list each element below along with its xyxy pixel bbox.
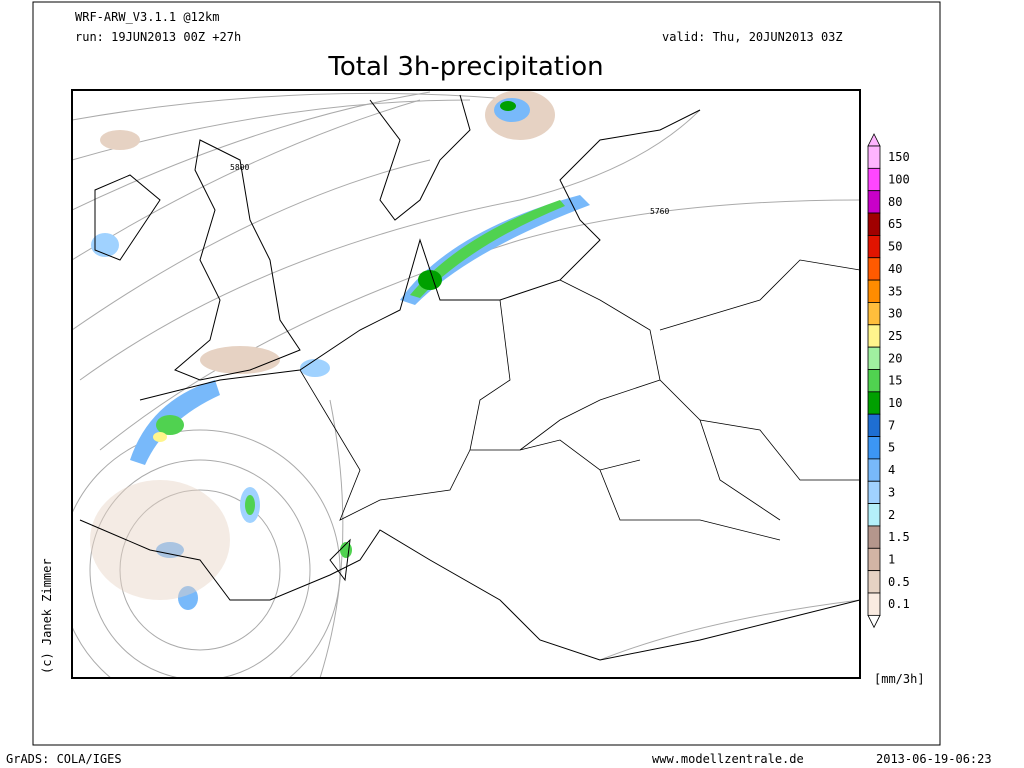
valid-label: valid: Thu, 20JUN2013 03Z [662,30,843,44]
legend-label: 0.5 [888,575,910,589]
legend-swatch [867,413,881,437]
legend-arrow-bottom [867,614,881,629]
legend-label: 15 [888,374,902,388]
legend-label: 25 [888,329,902,343]
legend-swatch [867,145,881,169]
legend-label: 50 [888,240,902,254]
legend-swatch [867,346,881,370]
legend: 150 100 80 65 50 40 35 30 25 20 15 10 7 5 4 3 2 1.5 1 0.5 0.… [867,133,910,629]
legend-label: 5 [888,441,895,455]
legend-swatch [867,369,881,393]
legend-label: 100 [888,173,910,187]
legend-swatch [867,436,881,460]
precipitation [90,90,590,610]
map: 5800 5760 [71,89,861,679]
title: Total 3h-precipitation [327,52,603,82]
copyright: (c) Janek Zimmer [40,558,54,674]
legend-swatch [867,503,881,527]
contour-label: 5800 [230,163,249,172]
legend-label: 20 [888,351,902,365]
legend-label: 1.5 [888,530,910,544]
legend-label: 80 [888,195,902,209]
legend-label: 4 [888,463,895,477]
footer-website: www.modellzentrale.de [652,752,804,766]
legend-swatch [867,279,881,303]
legend-label: 0.1 [888,597,910,611]
borders [299,259,860,541]
contour-label: 5760 [650,207,669,216]
legend-label: 10 [888,396,902,410]
legend-label: 7 [888,418,895,432]
footer-timestamp: 2013-06-19-06:23 [876,752,992,766]
model-label: WRF-ARW_V3.1.1 @12km [75,10,220,24]
legend-swatch [867,480,881,505]
coastlines [79,94,860,661]
run-label: run: 19JUN2013 00Z +27h [75,30,241,44]
legend-swatch [867,547,881,572]
legend-swatch [867,190,881,214]
legend-label: 65 [888,217,902,231]
legend-label: 35 [888,284,902,298]
map-frame [71,89,861,679]
legend-label: 150 [888,150,910,164]
legend-swatch [867,234,881,259]
legend-unit: [mm/3h] [874,672,925,686]
legend-swatch [867,458,881,482]
legend-swatch [867,592,881,616]
legend-label: 30 [888,307,902,321]
legend-swatch [867,212,881,236]
legend-swatch [867,525,881,549]
footer-software: GrADS: COLA/IGES [6,752,122,766]
legend-label: 3 [888,485,895,499]
legend-label: 1 [888,552,895,566]
legend-swatch [867,324,881,348]
legend-label: 2 [888,508,895,522]
legend-label: 40 [888,262,902,276]
legend-arrow-top [867,133,881,147]
legend-swatch [867,570,881,594]
legend-swatch [867,167,881,192]
legend-swatch [867,257,881,281]
frame [32,1,941,746]
legend-swatch [867,302,881,326]
legend-swatch [867,391,881,415]
